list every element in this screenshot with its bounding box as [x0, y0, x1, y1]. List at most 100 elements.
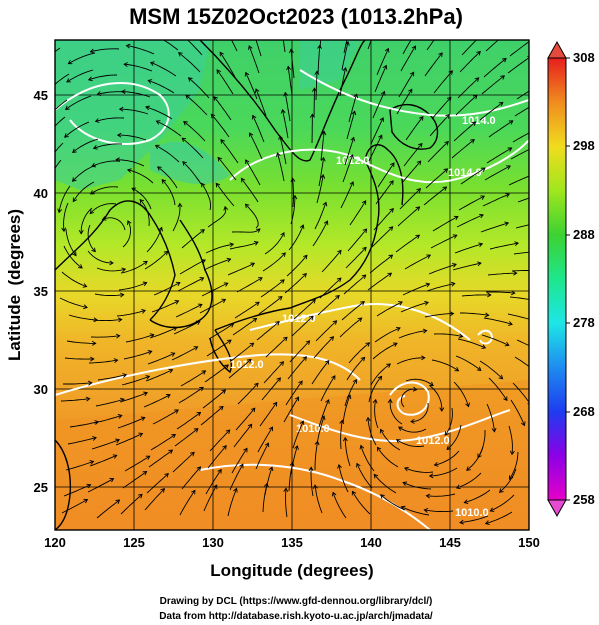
wind-streamline: [152, 409, 179, 425]
wind-arrowhead: [223, 205, 229, 211]
wind-arrowhead: [172, 326, 178, 332]
wind-streamline: [97, 91, 127, 95]
wind-arrowhead: [478, 34, 482, 38]
wind-arrowhead: [268, 466, 274, 472]
wind-streamline: [514, 356, 529, 367]
wind-streamline: [201, 183, 212, 211]
wind-streamline: [65, 228, 77, 256]
wind-streamline: [147, 352, 175, 365]
wind-arrowhead: [335, 294, 340, 300]
wind-arrowhead: [384, 47, 390, 53]
wind-streamline: [433, 70, 453, 94]
wind-streamline: [121, 91, 151, 98]
wind-arrowhead: [446, 96, 452, 102]
wind-streamline: [516, 339, 529, 347]
wind-streamline: [485, 40, 499, 52]
wind-streamline: [252, 115, 265, 143]
wind-arrowhead: [89, 190, 95, 195]
coast-japan-honshu: [214, 144, 404, 331]
wind-streamline: [260, 279, 285, 298]
wind-streamline: [315, 71, 318, 101]
wind-streamline: [174, 428, 199, 447]
wind-streamline: [180, 370, 206, 387]
wind-streamline: [360, 445, 375, 472]
wind-arrowhead: [324, 360, 330, 365]
wind-streamline: [199, 299, 226, 314]
wind-arrowhead: [325, 399, 330, 404]
wind-arrowhead: [449, 311, 455, 317]
wind-arrowhead: [448, 70, 453, 75]
wind-streamline: [207, 206, 227, 228]
wind-arrowhead: [498, 374, 504, 380]
y-tick-label: 40: [34, 186, 48, 201]
wind-streamline: [368, 376, 382, 403]
wind-streamline: [207, 445, 227, 469]
wind-streamline: [509, 41, 529, 57]
wind-arrowhead: [87, 76, 93, 82]
wind-streamline: [150, 61, 177, 77]
wind-streamline: [514, 106, 529, 117]
wind-arrowhead: [450, 281, 456, 287]
wind-streamline: [444, 407, 453, 436]
wind-arrowhead: [416, 188, 422, 193]
wind-arrowhead: [444, 140, 449, 146]
wind-arrowhead: [377, 375, 383, 381]
wind-arrowhead: [277, 296, 283, 301]
wind-arrowhead: [415, 206, 421, 211]
wind-streamline: [314, 485, 323, 514]
wind-arrowhead: [280, 108, 286, 114]
wind-streamline: [396, 439, 425, 447]
wind-arrowhead: [290, 177, 296, 182]
wind-arrowhead: [164, 473, 169, 478]
wind-streamline: [376, 301, 403, 317]
wind-arrowhead: [539, 249, 543, 253]
wind-arrowhead: [376, 446, 382, 452]
wind-arrowhead: [154, 144, 160, 150]
wind-arrowhead: [342, 66, 348, 72]
wind-streamline: [245, 203, 259, 229]
wind-streamline: [479, 360, 503, 380]
wind-streamline: [341, 41, 349, 71]
wind-streamline: [452, 262, 482, 271]
wind-streamline: [481, 334, 509, 346]
wind-streamline: [171, 346, 198, 361]
wind-streamline: [125, 334, 154, 343]
wind-streamline: [63, 245, 83, 269]
wind-streamline: [205, 469, 222, 495]
wind-arrowhead: [115, 438, 121, 444]
wind-arrowhead: [382, 64, 388, 70]
wind-streamline: [510, 148, 529, 160]
wind-streamline: [61, 271, 87, 288]
wind-streamline: [457, 338, 486, 349]
wind-streamline: [380, 429, 401, 451]
wind-streamline: [341, 301, 365, 321]
wind-arrowhead: [109, 478, 115, 483]
x-tick-label: 150: [518, 535, 540, 550]
wind-arrowhead: [145, 375, 151, 380]
wind-arrowhead: [438, 52, 443, 57]
wind-arrowhead: [89, 48, 95, 54]
wind-arrowhead: [233, 487, 238, 493]
wind-arrowhead: [166, 394, 171, 399]
wind-streamline: [369, 254, 393, 274]
wind-streamline: [342, 395, 351, 424]
wind-arrowhead: [181, 137, 187, 143]
wind-arrowhead: [193, 346, 199, 351]
wind-arrowhead: [362, 228, 368, 234]
wind-arrowhead: [454, 366, 460, 372]
wind-streamline: [429, 114, 450, 137]
wind-arrowhead: [350, 136, 356, 142]
wind-streamline: [370, 363, 391, 386]
wind-streamline: [499, 468, 517, 493]
wind-arrowhead: [302, 272, 307, 278]
wind-streamline: [55, 116, 66, 127]
wind-arrowhead: [480, 195, 485, 200]
x-tick-label: 145: [439, 535, 461, 550]
wind-arrowhead: [423, 507, 429, 513]
wind-arrowhead: [392, 342, 398, 347]
wind-streamline: [397, 206, 420, 227]
wind-streamline: [131, 187, 152, 210]
wind-arrowhead: [380, 494, 385, 499]
wind-streamline: [64, 121, 90, 138]
wind-arrowhead: [182, 161, 187, 166]
